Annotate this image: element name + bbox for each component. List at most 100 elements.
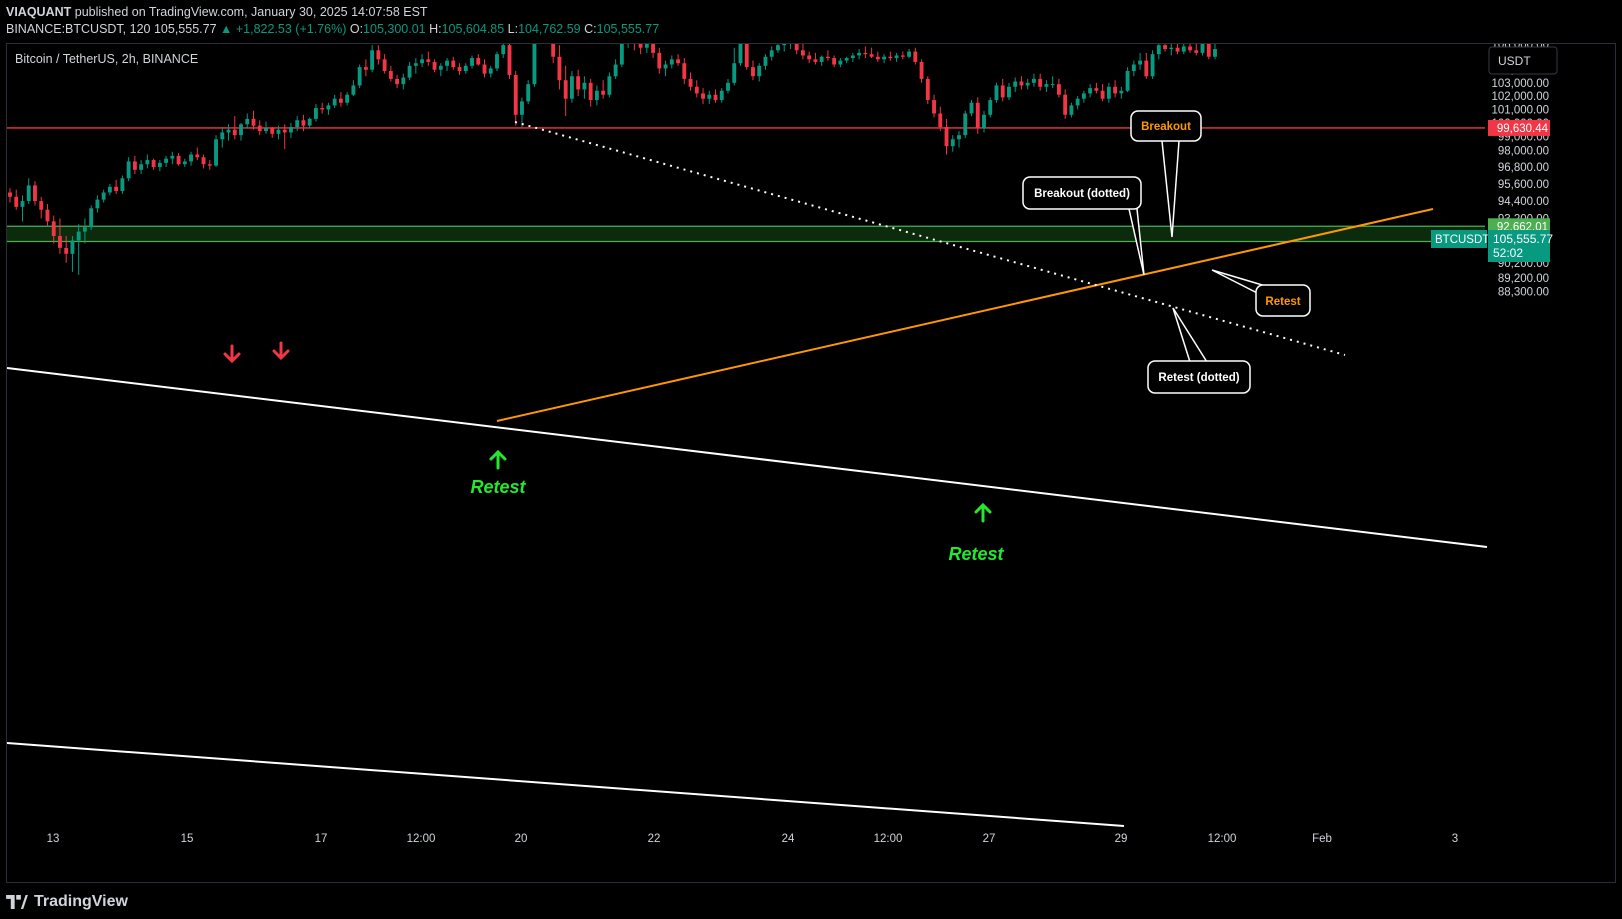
- candle-down: [1144, 60, 1149, 77]
- time-tick-label: 17: [315, 833, 328, 845]
- candle-up: [1007, 86, 1011, 98]
- candle-up: [488, 68, 493, 74]
- currency-button[interactable]: USDT: [1488, 46, 1558, 75]
- candle-up: [95, 199, 100, 209]
- time-tick-label: 3: [1452, 833, 1458, 845]
- candle-down: [1094, 88, 1099, 91]
- candle-up: [164, 158, 169, 163]
- candle-down: [1188, 46, 1192, 51]
- trendlines: [7, 121, 1488, 827]
- close-label: C:: [584, 22, 597, 36]
- author-name[interactable]: VIAQUANT: [6, 5, 72, 19]
- chart-pane[interactable]: Breakout Breakout (dotted) Retest Retest (d…: [6, 43, 1616, 883]
- candle-down: [363, 67, 368, 70]
- candles: [8, 44, 1217, 275]
- candle-down: [638, 44, 643, 48]
- candle-down: [251, 118, 256, 126]
- candle-down: [338, 98, 343, 103]
- candle-down: [301, 120, 306, 126]
- candle-down: [900, 55, 905, 57]
- candle-up: [326, 105, 331, 110]
- candle-up: [420, 59, 425, 64]
- candle-down: [376, 50, 381, 60]
- candle-down: [45, 209, 50, 222]
- annotation-retest-dotted: Retest (dotted): [1158, 372, 1239, 384]
- candle-down: [875, 56, 880, 60]
- candle-down: [557, 56, 562, 81]
- candle-up: [844, 58, 849, 61]
- callout-pointer: [1172, 307, 1208, 363]
- candle-up: [776, 45, 780, 51]
- candle-down: [975, 102, 980, 129]
- candle-up: [501, 45, 506, 55]
- red-down-arrow-icon: [223, 344, 241, 364]
- candle-down: [395, 78, 400, 85]
- time-tick-label: 13: [47, 833, 60, 845]
- price-tick-label: 94,400.00: [1498, 196, 1549, 208]
- support-zone: [7, 226, 1485, 242]
- candle-up: [351, 85, 356, 95]
- currency-label: USDT: [1498, 54, 1531, 68]
- candle-down: [825, 56, 830, 59]
- candle-down: [682, 63, 687, 79]
- candle-up: [994, 85, 999, 101]
- candle-up: [313, 108, 318, 119]
- open-label: O:: [349, 22, 364, 36]
- last-price-tag: BTCUSDT 105,555.77 52:02: [1431, 230, 1553, 262]
- price-tick-label: 103,000.00: [1491, 78, 1549, 90]
- low-label: L:: [507, 22, 519, 36]
- candle-up: [838, 60, 843, 65]
- candle-up: [857, 52, 862, 56]
- candle-up: [594, 90, 599, 101]
- candle-down: [33, 185, 37, 202]
- candle-up: [401, 77, 406, 85]
- time-axis: 13 15 17 12:00 20 22 24 12:00 27 29 12:00 Feb 3: [47, 833, 1459, 845]
- callout-pointer: [1128, 208, 1145, 276]
- callout-box: [1130, 110, 1202, 142]
- candle-up: [226, 129, 231, 133]
- candle-down: [551, 44, 556, 57]
- open-value: 105,300.01: [363, 22, 426, 36]
- candle-up: [782, 44, 787, 46]
- candle-down: [176, 155, 181, 165]
- candle-up: [438, 65, 443, 70]
- candle-down: [451, 60, 456, 68]
- candle-up: [969, 102, 974, 114]
- callout-box: [1147, 360, 1251, 394]
- time-tick-label: 27: [983, 833, 996, 845]
- green-up-arrow-icon: [489, 449, 507, 470]
- candle-down: [1063, 94, 1068, 115]
- candle-down: [744, 44, 749, 68]
- candle-up: [463, 65, 468, 72]
- candle-up: [157, 162, 162, 168]
- red-down-arrow-icon: [272, 341, 290, 361]
- candle-down: [676, 59, 680, 64]
- candle-up: [89, 208, 94, 228]
- candle-up: [1125, 71, 1130, 91]
- candle-down: [1206, 44, 1211, 57]
- candle-up: [445, 60, 449, 66]
- candle-up: [295, 120, 300, 127]
- published-text: published on TradingView.com, January 30…: [74, 5, 428, 19]
- candle-up: [907, 51, 912, 57]
- candle-down: [457, 67, 462, 72]
- candle-up: [738, 44, 743, 64]
- low-value: 104,762.59: [518, 22, 581, 36]
- annotation-retest-green-1: Retest: [470, 477, 526, 497]
- candle-up: [82, 227, 87, 232]
- support-zone-fill: [7, 226, 1485, 242]
- candle-down: [938, 113, 943, 127]
- candle-up: [520, 101, 524, 115]
- last-price: 105,555.77: [153, 22, 217, 36]
- candle-up: [345, 94, 350, 103]
- tradingview-footer[interactable]: TradingView: [6, 889, 128, 915]
- candle-up: [20, 201, 25, 207]
- annotations: Breakout Breakout (dotted) Retest Retest (d…: [223, 110, 1311, 564]
- candle-up: [189, 154, 193, 162]
- candle-up: [882, 56, 887, 60]
- candle-up: [569, 76, 574, 99]
- candle-up: [70, 240, 75, 254]
- candle-up: [763, 56, 768, 66]
- chart-canvas[interactable]: Breakout Breakout (dotted) Retest Retest (d…: [7, 44, 1615, 882]
- candle-down: [482, 64, 487, 74]
